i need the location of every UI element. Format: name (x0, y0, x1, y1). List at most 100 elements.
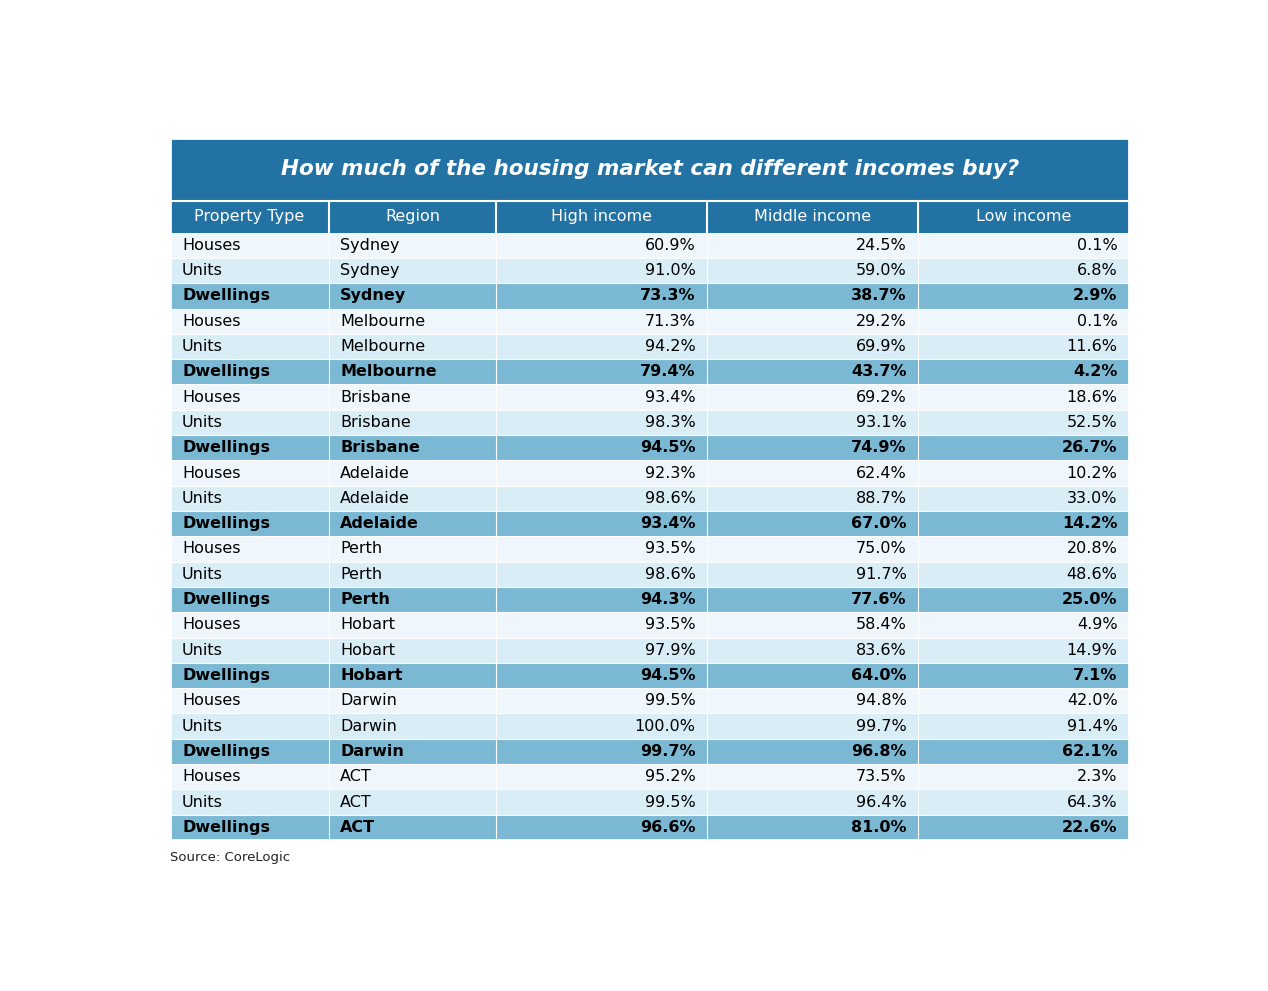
FancyBboxPatch shape (170, 258, 1130, 283)
Text: Melbourne: Melbourne (340, 339, 426, 354)
Text: 62.1%: 62.1% (1063, 744, 1117, 759)
Text: 93.4%: 93.4% (645, 389, 696, 404)
Text: Houses: Houses (183, 541, 241, 557)
Text: 99.5%: 99.5% (645, 795, 696, 810)
Text: 73.3%: 73.3% (640, 288, 696, 303)
FancyBboxPatch shape (170, 511, 1130, 536)
Text: Region: Region (385, 209, 440, 224)
Text: Darwin: Darwin (340, 744, 404, 759)
Text: 64.0%: 64.0% (851, 668, 907, 683)
Text: Brisbane: Brisbane (340, 415, 411, 430)
Text: 94.5%: 94.5% (640, 440, 696, 455)
Text: 25.0%: 25.0% (1063, 592, 1117, 607)
Text: 69.9%: 69.9% (856, 339, 907, 354)
Text: 98.3%: 98.3% (645, 415, 696, 430)
Text: Dwellings: Dwellings (183, 440, 270, 455)
Text: Houses: Houses (183, 389, 241, 404)
Text: Dwellings: Dwellings (183, 592, 270, 607)
Text: 73.5%: 73.5% (856, 769, 907, 784)
Text: 93.4%: 93.4% (640, 516, 696, 531)
Text: ACT: ACT (340, 769, 372, 784)
Text: 99.7%: 99.7% (856, 718, 907, 733)
Text: 58.4%: 58.4% (856, 617, 907, 632)
Text: 91.0%: 91.0% (644, 263, 696, 278)
Text: 20.8%: 20.8% (1066, 541, 1117, 557)
Text: Perth: Perth (340, 592, 391, 607)
Text: Sydney: Sydney (340, 238, 399, 253)
FancyBboxPatch shape (170, 138, 1130, 200)
Text: 26.7%: 26.7% (1063, 440, 1117, 455)
Text: 99.5%: 99.5% (645, 694, 696, 709)
Text: High income: High income (552, 209, 653, 224)
Text: Hobart: Hobart (340, 643, 396, 658)
FancyBboxPatch shape (170, 200, 1130, 233)
Text: 95.2%: 95.2% (645, 769, 696, 784)
Text: 69.2%: 69.2% (856, 389, 907, 404)
Text: Middle income: Middle income (754, 209, 871, 224)
Text: 93.5%: 93.5% (645, 617, 696, 632)
Text: 10.2%: 10.2% (1066, 466, 1117, 481)
FancyBboxPatch shape (170, 637, 1130, 663)
Text: 98.6%: 98.6% (644, 567, 696, 582)
Text: Darwin: Darwin (340, 694, 397, 709)
Text: 33.0%: 33.0% (1068, 491, 1117, 505)
FancyBboxPatch shape (170, 233, 1130, 258)
Text: Units: Units (183, 795, 223, 810)
Text: 79.4%: 79.4% (640, 365, 696, 380)
Text: Adelaide: Adelaide (340, 516, 420, 531)
Text: ACT: ACT (340, 820, 375, 834)
FancyBboxPatch shape (170, 385, 1130, 409)
Text: 52.5%: 52.5% (1066, 415, 1117, 430)
Text: 96.8%: 96.8% (851, 744, 907, 759)
Text: Adelaide: Adelaide (340, 466, 411, 481)
Text: 18.6%: 18.6% (1066, 389, 1117, 404)
Text: Hobart: Hobart (340, 668, 403, 683)
FancyBboxPatch shape (170, 536, 1130, 562)
Text: 99.7%: 99.7% (640, 744, 696, 759)
Text: 0.1%: 0.1% (1077, 238, 1117, 253)
Text: 29.2%: 29.2% (856, 314, 907, 329)
Text: Brisbane: Brisbane (340, 389, 411, 404)
Text: 2.3%: 2.3% (1077, 769, 1117, 784)
Text: Houses: Houses (183, 694, 241, 709)
Text: Melbourne: Melbourne (340, 365, 437, 380)
Text: Houses: Houses (183, 769, 241, 784)
Text: Sydney: Sydney (340, 263, 399, 278)
Text: Low income: Low income (976, 209, 1071, 224)
Text: Property Type: Property Type (194, 209, 304, 224)
Text: 43.7%: 43.7% (851, 365, 907, 380)
Text: ACT: ACT (340, 795, 372, 810)
Text: Units: Units (183, 567, 223, 582)
Text: 93.1%: 93.1% (856, 415, 907, 430)
FancyBboxPatch shape (170, 334, 1130, 359)
Text: 6.8%: 6.8% (1077, 263, 1117, 278)
Text: 22.6%: 22.6% (1063, 820, 1117, 834)
FancyBboxPatch shape (170, 738, 1130, 764)
Text: Units: Units (183, 415, 223, 430)
Text: Houses: Houses (183, 466, 241, 481)
Text: 42.0%: 42.0% (1066, 694, 1117, 709)
Text: 94.2%: 94.2% (645, 339, 696, 354)
Text: 38.7%: 38.7% (851, 288, 907, 303)
Text: 96.4%: 96.4% (856, 795, 907, 810)
FancyBboxPatch shape (170, 612, 1130, 637)
Text: 48.6%: 48.6% (1066, 567, 1117, 582)
Text: 92.3%: 92.3% (645, 466, 696, 481)
Text: Source: CoreLogic: Source: CoreLogic (170, 851, 290, 864)
Text: 59.0%: 59.0% (856, 263, 907, 278)
Text: 94.3%: 94.3% (640, 592, 696, 607)
Text: Brisbane: Brisbane (340, 440, 420, 455)
FancyBboxPatch shape (170, 714, 1130, 738)
FancyBboxPatch shape (170, 562, 1130, 587)
Text: Darwin: Darwin (340, 718, 397, 733)
Text: Units: Units (183, 263, 223, 278)
Text: 2.9%: 2.9% (1073, 288, 1117, 303)
Text: Dwellings: Dwellings (183, 288, 270, 303)
FancyBboxPatch shape (170, 587, 1130, 612)
FancyBboxPatch shape (170, 663, 1130, 688)
FancyBboxPatch shape (170, 461, 1130, 486)
Text: Dwellings: Dwellings (183, 744, 270, 759)
Text: Dwellings: Dwellings (183, 365, 270, 380)
FancyBboxPatch shape (170, 764, 1130, 790)
FancyBboxPatch shape (170, 688, 1130, 714)
